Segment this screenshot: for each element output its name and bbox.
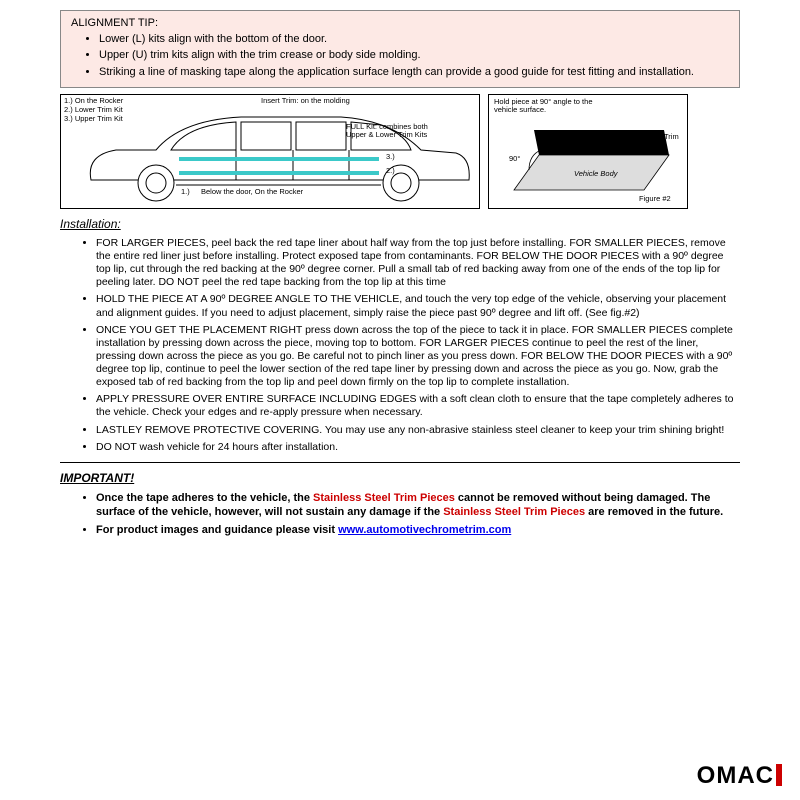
text: Once the tape adheres to the vehicle, th… xyxy=(96,492,313,504)
lower-trim-stripe xyxy=(179,171,379,175)
upper-trim-stripe xyxy=(179,157,379,161)
diagrams-row: 1.) On the Rocker 2.) Lower Trim Kit 3.)… xyxy=(60,94,740,209)
install-item: ONCE YOU GET THE PLACEMENT RIGHT press d… xyxy=(96,324,740,390)
red-text: Stainless Steel Trim Pieces xyxy=(313,492,455,504)
angle-svg xyxy=(489,95,689,210)
angle-diagram: Hold piece at 90° angle to the vehicle s… xyxy=(488,94,688,209)
install-item: HOLD THE PIECE AT A 90º DEGREE ANGLE TO … xyxy=(96,293,740,319)
tip-item: Striking a line of masking tape along th… xyxy=(99,65,729,79)
callout-3: 3.) xyxy=(386,153,395,161)
below-door-label: Below the door, On the Rocker xyxy=(201,188,303,196)
text: For product images and guidance please v… xyxy=(96,524,338,536)
red-text: Stainless Steel Trim Pieces xyxy=(443,506,585,518)
logo-text: OMAC xyxy=(697,762,774,789)
install-item: APPLY PRESSURE OVER ENTIRE SURFACE INCLU… xyxy=(96,393,740,419)
car-diagram: 1.) On the Rocker 2.) Lower Trim Kit 3.)… xyxy=(60,94,480,209)
important-item: For product images and guidance please v… xyxy=(96,523,740,537)
separator xyxy=(60,462,740,463)
omac-logo: OMAC xyxy=(697,762,782,790)
guidance-link[interactable]: www.automotivechrometrim.com xyxy=(338,524,511,536)
installation-title: Installation: xyxy=(60,217,740,231)
important-title: IMPORTANT! xyxy=(60,471,740,485)
callout-2: 2.) xyxy=(386,167,395,175)
body-label: Vehicle Body xyxy=(574,170,618,178)
tip-title: ALIGNMENT TIP: xyxy=(71,17,729,29)
important-item: Once the tape adheres to the vehicle, th… xyxy=(96,491,740,520)
figure-label: Figure #2 xyxy=(639,195,671,203)
install-item: DO NOT wash vehicle for 24 hours after i… xyxy=(96,441,740,454)
alignment-tip-box: ALIGNMENT TIP: Lower (L) kits align with… xyxy=(60,10,740,88)
text: are removed in the future. xyxy=(585,506,723,518)
install-item: FOR LARGER PIECES, peel back the red tap… xyxy=(96,237,740,290)
important-list: Once the tape adheres to the vehicle, th… xyxy=(60,491,740,538)
callout-1: 1.) xyxy=(181,188,190,196)
logo-bar-icon xyxy=(776,764,782,786)
trim-label: Trim xyxy=(664,133,679,141)
tip-list: Lower (L) kits align with the bottom of … xyxy=(71,32,729,79)
angle-label: 90° xyxy=(509,155,520,163)
install-item: LASTLEY REMOVE PROTECTIVE COVERING. You … xyxy=(96,424,740,437)
tip-item: Lower (L) kits align with the bottom of … xyxy=(99,32,729,46)
tip-item: Upper (U) trim kits align with the trim … xyxy=(99,48,729,62)
installation-list: FOR LARGER PIECES, peel back the red tap… xyxy=(60,237,740,454)
